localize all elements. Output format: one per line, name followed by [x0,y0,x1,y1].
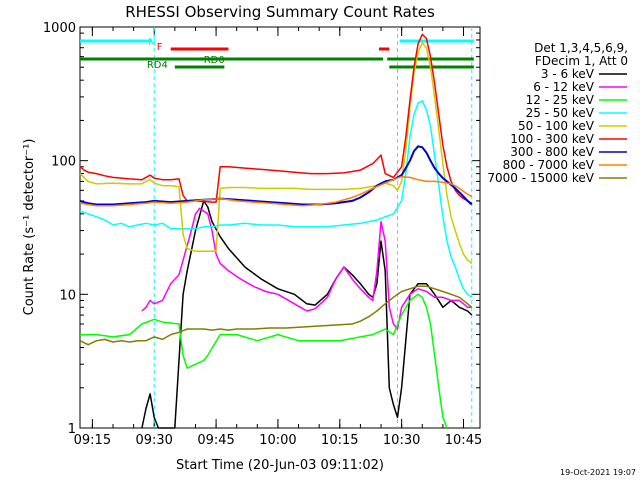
series-line [141,207,472,330]
x-tick-label: 10:00 [259,433,296,448]
x-tick-label: 09:45 [197,433,234,448]
y-axis-label: Count Rate (s⁻¹ detector⁻¹) [22,139,37,316]
legend-header-line-2: FDecim 1, Att 0 [535,54,628,68]
legend-label: 25 - 50 keV [526,106,595,120]
x-tick-label: 10:45 [445,433,482,448]
plot-area: 1 10 100 1000 09:15 09:30 09:45 10:00 10:15 10:30… [43,21,627,448]
x-tick-label: 10:30 [383,433,420,448]
y-tick-label: 100 [51,155,76,170]
x-tick-label: 10:15 [321,433,358,448]
flag-label: RD4 [147,60,168,71]
legend-label: 7000 - 15000 keV [487,171,594,185]
flag-label: RD0 [204,55,225,66]
legend-label: 12 - 25 keV [526,93,595,107]
y-tick-label: 1000 [43,21,76,36]
series-line [141,200,473,429]
legend-label: 50 - 100 keV [518,119,595,133]
legend-label: 6 - 12 keV [533,80,595,94]
series-line [80,293,448,429]
plot-frame [79,26,481,429]
series-line [79,42,473,265]
series-line [79,175,473,207]
series-line [79,100,473,298]
series-line [79,145,473,206]
series-line [79,33,473,204]
chart-title: RHESSI Observing Summary Count Rates [125,3,435,21]
flag-label: F [157,42,163,53]
legend-label: 800 - 7000 keV [503,158,595,172]
y-tick-label: 10 [59,288,76,303]
legend-label: 300 - 800 keV [510,145,594,159]
legend-label: 3 - 6 keV [541,67,595,81]
flag-label: N [148,37,155,48]
footer-timestamp: 19-Oct-2021 19:07 [560,468,636,477]
legend-label: 100 - 300 keV [510,132,594,146]
y-tick-label: 1 [68,422,76,437]
x-axis-label: Start Time (20-Jun-03 09:11:02) [176,458,384,473]
x-tick-label: 09:15 [74,433,111,448]
series-line [79,285,473,346]
legend-header-line-1: Det 1,3,4,5,6,9, [534,41,628,55]
x-tick-label: 09:30 [135,433,172,448]
